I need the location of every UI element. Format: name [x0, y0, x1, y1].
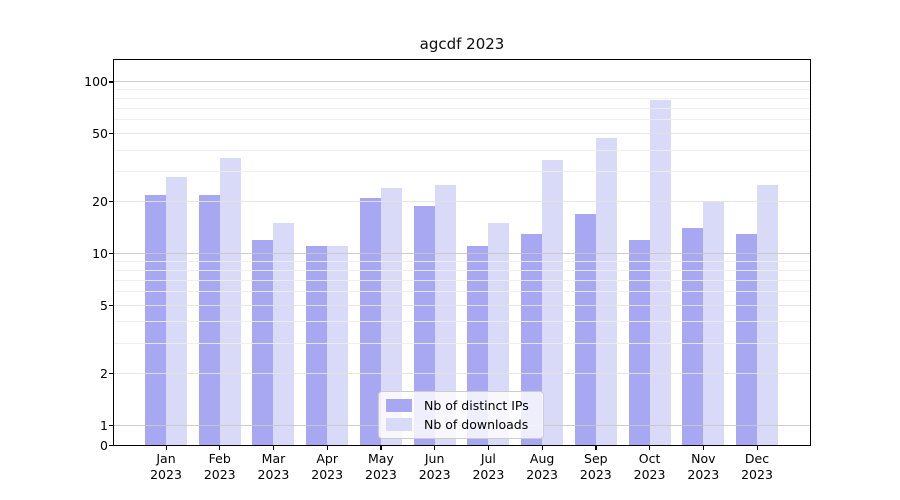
y-tick-mark-10 [109, 252, 113, 255]
bar-ips-jan [145, 194, 166, 445]
bar-downloads-nov [703, 201, 725, 445]
x-tick-year: 2023 [257, 467, 290, 482]
x-tick-label-apr: Apr 2023 [299, 451, 355, 483]
y-tick-label-50: 50 [92, 126, 108, 141]
x-tick-label-jun: Jun 2023 [407, 451, 463, 483]
bar-downloads-aug [542, 160, 564, 445]
x-tick-label-oct: Oct 2023 [622, 451, 678, 483]
x-tick-month: Mar [261, 451, 286, 466]
x-tick-mark-may [380, 446, 382, 450]
x-tick-label-dec: Dec 2023 [729, 451, 785, 483]
bar-downloads-dec [757, 185, 779, 445]
x-tick-month: Jan [156, 451, 176, 466]
bar-downloads-jun [434, 185, 456, 445]
bar-ips-dec [736, 233, 758, 445]
legend-label-distinct-ips: Nb of distinct IPs [424, 398, 529, 413]
y-tick-label-5: 5 [100, 297, 108, 313]
x-tick-year: 2023 [365, 467, 397, 482]
bars-layer [114, 60, 810, 445]
y-tick-mark-100 [109, 81, 113, 83]
x-tick-mark-dec [756, 446, 758, 450]
y-tick-label-2: 2 [100, 365, 108, 381]
x-tick-mark-apr [326, 446, 328, 450]
x-tick-month: Aug [529, 451, 555, 466]
bar-downloads-jan [166, 176, 187, 445]
bar-ips-nov [682, 228, 704, 445]
x-tick-mark-feb [219, 446, 221, 450]
bar-downloads-feb [219, 157, 241, 445]
legend-swatch-downloads-icon [386, 418, 412, 431]
y-tick-mark-0 [109, 444, 113, 446]
bar-ips-apr [306, 246, 328, 445]
y-tick-mark-20 [109, 201, 113, 203]
legend-swatch-distinct-ips-icon [386, 399, 412, 412]
bar-downloads-mar [273, 223, 295, 445]
x-tick-label-nov: Nov 2023 [675, 451, 731, 483]
x-tick-month: May [367, 451, 394, 466]
x-tick-year: 2023 [418, 467, 451, 482]
bar-ips-oct [628, 239, 650, 445]
chart-title: agcdf 2023 [419, 35, 505, 53]
x-tick-year: 2023 [633, 467, 666, 482]
y-tick-mark-1 [109, 424, 113, 426]
x-tick-month: Apr [316, 451, 338, 466]
x-tick-mark-jun [434, 446, 436, 450]
x-tick-label-jan: Jan 2023 [138, 451, 194, 483]
plot-area: Nb of distinct IPs Nb of downloads [113, 59, 811, 446]
bar-ips-feb [198, 194, 220, 445]
legend: Nb of distinct IPs Nb of downloads [378, 391, 544, 439]
x-tick-year: 2023 [311, 467, 344, 482]
x-tick-label-feb: Feb 2023 [192, 451, 248, 483]
x-tick-mark-aug [541, 446, 543, 450]
x-tick-mark-jan [165, 446, 167, 450]
y-tick-label-1: 1 [100, 417, 108, 433]
x-tick-year: 2023 [741, 467, 773, 482]
bar-downloads-jul [488, 223, 510, 445]
x-tick-month: Feb [208, 451, 231, 466]
bar-downloads-sep [595, 138, 617, 445]
x-tick-label-jul: Jul 2023 [460, 451, 516, 483]
x-tick-year: 2023 [150, 467, 182, 482]
x-tick-mark-mar [273, 446, 275, 450]
bar-downloads-apr [327, 246, 349, 445]
x-tick-mark-nov [702, 446, 705, 450]
y-tick-mark-2 [109, 372, 113, 375]
x-tick-mark-jul [487, 446, 490, 450]
x-tick-year: 2023 [687, 467, 720, 482]
x-tick-month: Oct [638, 451, 661, 466]
bar-downloads-may [380, 188, 402, 445]
x-tick-year: 2023 [472, 467, 505, 482]
y-tick-mark-5 [109, 304, 113, 306]
x-tick-mark-oct [649, 446, 651, 450]
x-tick-label-sep: Sep 2023 [568, 451, 624, 483]
x-tick-mark-sep [595, 446, 597, 450]
bar-ips-jun [413, 205, 435, 445]
y-tick-label-20: 20 [92, 194, 108, 210]
bar-ips-sep [574, 213, 596, 445]
y-tick-label-100: 100 [84, 74, 108, 90]
x-tick-month: Jul [480, 451, 496, 466]
x-tick-year: 2023 [526, 467, 559, 482]
x-tick-label-mar: Mar 2023 [245, 451, 301, 483]
x-tick-month: Nov [691, 451, 716, 466]
legend-label-downloads: Nb of downloads [424, 417, 529, 432]
legend-item-distinct-ips: Nb of distinct IPs [386, 398, 534, 413]
y-tick-label-0: 0 [100, 437, 108, 453]
x-tick-year: 2023 [203, 467, 236, 482]
x-tick-label-aug: Aug 2023 [514, 451, 570, 483]
y-tick-label-10: 10 [92, 245, 108, 261]
x-tick-label-may: May 2023 [353, 451, 409, 483]
x-tick-month: Dec [744, 451, 770, 466]
x-tick-month: Jun [424, 451, 445, 466]
bar-ips-mar [252, 239, 274, 445]
x-tick-year: 2023 [579, 467, 612, 482]
legend-item-downloads: Nb of downloads [386, 417, 534, 432]
bar-downloads-oct [649, 100, 671, 445]
y-tick-mark-50 [109, 133, 113, 135]
x-tick-month: Sep [584, 451, 608, 466]
